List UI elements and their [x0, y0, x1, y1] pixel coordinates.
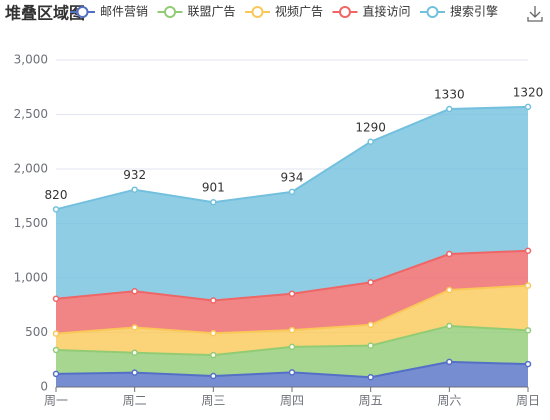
x-tick-label: 周六 — [437, 394, 461, 408]
point — [446, 322, 453, 330]
point — [52, 370, 60, 378]
y-tick-label: 500 — [25, 325, 48, 339]
x-tick-label: 周四 — [280, 394, 304, 408]
point — [288, 369, 296, 376]
point — [367, 279, 374, 286]
area — [56, 285, 528, 356]
point — [52, 295, 60, 302]
point — [52, 206, 60, 213]
point — [524, 103, 532, 111]
area — [56, 106, 528, 301]
point — [446, 250, 453, 258]
data-label: 820 — [45, 188, 68, 202]
point — [367, 138, 374, 145]
point — [210, 297, 217, 304]
legend-label[interactable]: 邮件营销 — [100, 5, 148, 19]
point — [131, 369, 138, 376]
point — [131, 186, 138, 193]
point — [288, 290, 296, 297]
point — [52, 330, 60, 337]
point — [446, 105, 453, 113]
area — [56, 250, 528, 334]
point — [524, 327, 532, 334]
point — [288, 343, 296, 351]
point — [524, 282, 532, 289]
point — [210, 198, 217, 206]
point — [131, 288, 138, 295]
legend-icon — [76, 6, 89, 18]
point — [288, 326, 296, 334]
x-tick-label: 周一 — [44, 394, 68, 408]
point — [52, 346, 60, 354]
point — [367, 342, 374, 349]
point — [131, 324, 138, 331]
point — [524, 247, 532, 254]
data-label: 1320 — [513, 85, 544, 99]
y-tick-label: 2,500 — [14, 107, 48, 121]
legend-label[interactable]: 直接访问 — [363, 4, 411, 19]
point — [210, 351, 217, 359]
point — [524, 360, 532, 368]
y-tick-label: 0 — [40, 380, 48, 394]
y-tick-label: 1,500 — [14, 216, 48, 230]
point — [446, 286, 453, 294]
data-label: 1330 — [434, 88, 465, 102]
y-tick-label: 2,000 — [14, 162, 48, 176]
data-label: 901 — [202, 181, 225, 195]
legend-icon — [251, 6, 264, 18]
x-tick-label: 周日 — [516, 394, 540, 408]
point — [131, 349, 138, 357]
point — [367, 321, 374, 329]
legend-icon — [164, 6, 176, 18]
y-tick-label: 3,000 — [14, 53, 48, 67]
point — [367, 373, 374, 381]
legend-icon — [426, 6, 439, 18]
x-tick-label: 周五 — [359, 394, 383, 408]
y-tick-label: 1,000 — [14, 271, 48, 285]
legend-label[interactable]: 联盟广告 — [188, 5, 236, 19]
legend-label[interactable]: 搜索引擎 — [450, 4, 498, 19]
x-tick-label: 周二 — [123, 394, 147, 408]
chart-title: 堆叠区域图 — [5, 4, 85, 23]
data-label: 934 — [281, 170, 304, 184]
point — [210, 330, 217, 337]
area — [56, 325, 528, 378]
legend-icon — [339, 6, 351, 18]
point — [210, 372, 217, 380]
legend-label[interactable]: 视频广告 — [275, 4, 323, 19]
data-label: 1290 — [355, 120, 386, 134]
point — [288, 188, 296, 196]
download-icon[interactable] — [527, 6, 543, 22]
x-tick-label: 周三 — [201, 394, 225, 408]
point — [446, 358, 453, 366]
data-label: 932 — [123, 168, 146, 182]
